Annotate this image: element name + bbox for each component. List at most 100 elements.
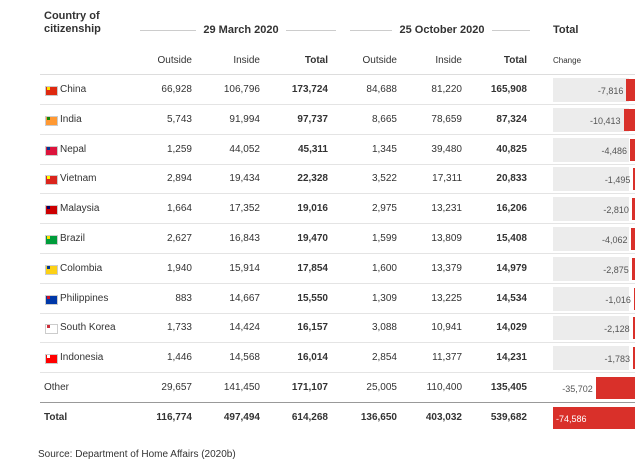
period-header: Total <box>553 24 579 36</box>
period-header: 29 March 2020 <box>203 24 279 36</box>
rule <box>492 30 530 31</box>
cell: 1,940 <box>166 262 192 274</box>
change-bar <box>553 406 635 429</box>
flag <box>45 324 58 335</box>
cell: 45,311 <box>297 143 328 155</box>
change-label: -2,128 <box>604 324 630 335</box>
rule <box>40 372 635 374</box>
row-name: China <box>60 84 87 95</box>
change-background <box>553 316 629 341</box>
flag-mark <box>47 295 50 299</box>
column-header: Outside <box>157 55 192 66</box>
cell: 8,665 <box>371 113 397 125</box>
cell: 5,743 <box>166 113 192 125</box>
cell: 15,914 <box>229 262 260 274</box>
change-bar <box>623 108 635 131</box>
flag-mark <box>47 206 50 210</box>
rule <box>350 30 392 31</box>
row-name: Brazil <box>60 233 86 244</box>
cell: 19,434 <box>229 173 260 185</box>
flag <box>45 205 58 216</box>
column-header: Total <box>304 55 328 66</box>
cell: 17,311 <box>432 173 462 185</box>
cell: 16,843 <box>229 233 260 244</box>
row-name: Philippines <box>60 292 109 304</box>
rule <box>40 74 635 75</box>
cell: 13,379 <box>431 262 462 274</box>
flag-mark <box>47 116 50 120</box>
cell: 97,737 <box>297 113 328 125</box>
cell: 14,667 <box>229 292 260 304</box>
cell: 106,796 <box>223 84 260 95</box>
change-label: -10,413 <box>590 115 621 126</box>
column-header: Inside <box>435 55 462 66</box>
cell: 14,029 <box>496 322 527 334</box>
cell: 22,328 <box>297 173 328 185</box>
rule <box>40 312 635 314</box>
column-header: Total <box>503 55 527 66</box>
cell: 883 <box>175 292 192 304</box>
cell: 39,480 <box>431 143 462 155</box>
change-bar <box>595 377 635 399</box>
cell: 1,259 <box>166 143 192 155</box>
change-bar <box>631 257 635 280</box>
change-bar <box>633 347 635 370</box>
row-name: Other <box>44 382 70 393</box>
change-bar <box>630 138 635 161</box>
cell: 614,268 <box>291 411 328 423</box>
row-name: Vietnam <box>60 173 97 185</box>
change-label: -2,875 <box>603 264 629 275</box>
cell: 19,470 <box>297 233 328 244</box>
change-label: -1,495 <box>604 175 631 186</box>
cell: 15,550 <box>297 292 328 304</box>
rule <box>40 342 635 344</box>
cell: 87,324 <box>496 113 527 125</box>
change-bar <box>626 79 635 101</box>
flag-mark <box>47 236 50 239</box>
rule <box>40 163 635 165</box>
cell: 141,450 <box>223 382 260 393</box>
cell: 116,774 <box>156 411 192 423</box>
cell: 14,979 <box>496 262 527 274</box>
flag <box>45 354 58 365</box>
cell: 17,352 <box>229 203 260 215</box>
flag <box>45 175 58 186</box>
cell: 40,825 <box>496 143 527 155</box>
rule <box>286 30 336 31</box>
flag <box>45 86 58 96</box>
flag-mark <box>47 176 50 180</box>
flag-mark <box>47 265 50 269</box>
change-label: -1,783 <box>604 354 631 365</box>
change-bar <box>630 228 635 250</box>
flag-mark <box>47 355 50 359</box>
change-label: -4,062 <box>602 235 628 245</box>
cell: 13,231 <box>431 203 462 215</box>
cell: 17,854 <box>297 262 328 274</box>
cell: 1,309 <box>371 292 397 304</box>
cell: 135,405 <box>490 382 527 393</box>
flag-mark <box>47 325 50 329</box>
flag <box>45 294 58 305</box>
change-background <box>553 256 629 281</box>
cell: 16,014 <box>297 352 328 364</box>
cell: 1,345 <box>371 143 397 155</box>
cell: 171,107 <box>291 382 328 393</box>
cell: 10,941 <box>431 322 462 334</box>
rule <box>40 402 635 403</box>
column-header: Inside <box>233 55 260 66</box>
cell: 1,600 <box>371 262 397 274</box>
cell: 403,032 <box>425 411 462 423</box>
cell: 14,568 <box>229 352 260 364</box>
row-name: South Korea <box>60 322 116 334</box>
cell: 1,446 <box>166 352 192 364</box>
cell: 2,894 <box>166 173 192 185</box>
cell: 2,854 <box>371 352 397 364</box>
flag <box>45 235 58 245</box>
cell: 1,664 <box>166 203 192 215</box>
row-name: India <box>60 113 82 125</box>
rule <box>40 282 635 284</box>
cell: 44,052 <box>229 143 260 155</box>
cell: 3,088 <box>371 322 397 334</box>
period-header: 25 October 2020 <box>399 24 485 36</box>
